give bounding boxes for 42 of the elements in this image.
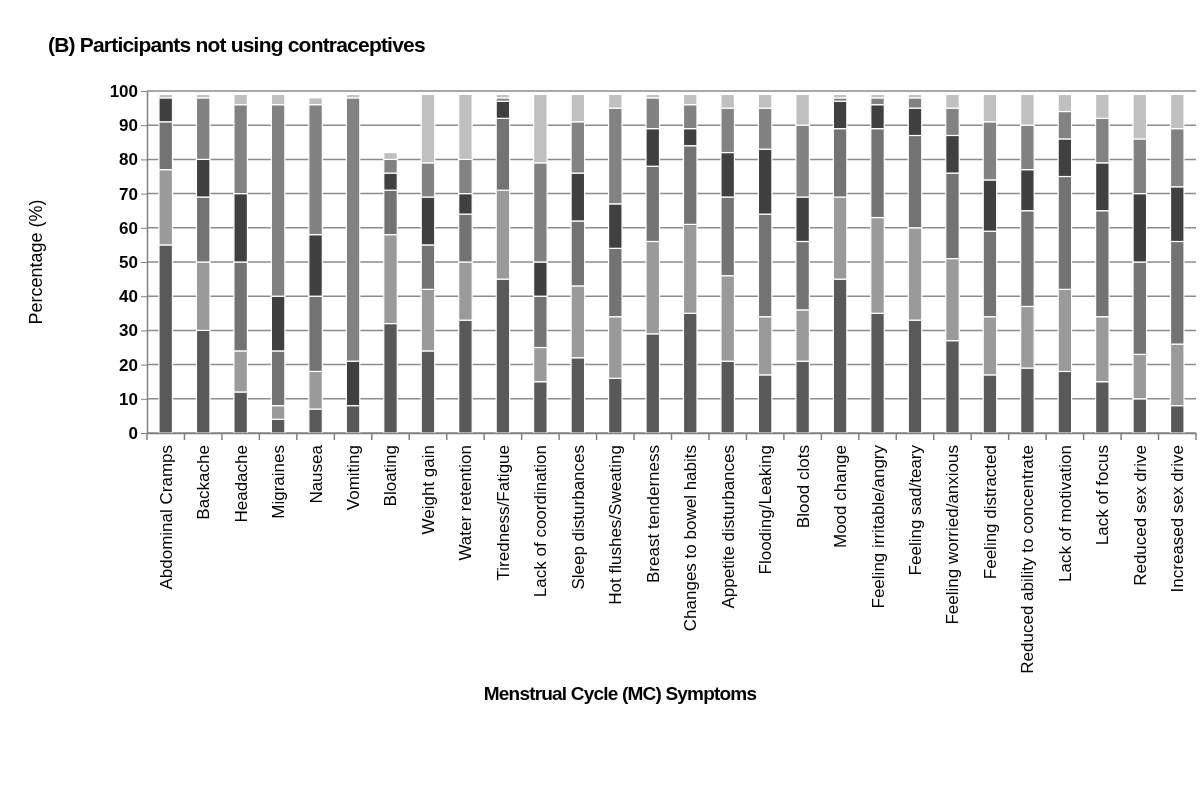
x-tick-label: Appetite disturbances [718,445,738,609]
x-axis-title: Menstrual Cycle (MC) Symptoms [483,682,757,704]
y-tick-label: 60 [119,218,138,238]
x-tick-label: Abdominal Cramps [156,445,176,590]
x-tick-label: Sleep disturbances [568,445,588,590]
x-tick-label: Headache [231,445,251,523]
y-tick-label: 30 [119,321,138,341]
chart-title: (B) Participants not using contraceptives [48,33,425,56]
x-tick-label: Bloating [381,445,401,507]
x-tick-label: Vomiting [344,445,363,511]
y-tick-label: 100 [109,81,138,101]
x-tick-label: Hot flushes/Sweating [606,445,626,605]
x-tick-label: Lack of coordination [531,445,551,598]
x-tick-label: Flooding/Leaking [756,445,776,575]
x-tick-label: Lack of motivation [1055,445,1075,583]
x-tick-label: Weight gain [418,445,438,535]
x-tick-label: Changes to bowel habits [681,445,701,632]
x-tick-label: Tiredness/Fatigue [493,445,513,581]
x-tick-label: Increased sex drive [1168,445,1188,593]
x-tick-label: Mood change [831,445,851,549]
y-tick-label: 70 [119,184,138,204]
y-tick-label: 80 [119,150,138,170]
x-tick-label: Water retention [456,445,476,561]
x-tick-label: Nausea [306,444,326,504]
x-tick-label: Feeling worried/anxious [943,445,963,625]
x-tick-label: Lack of focus [1093,445,1113,546]
x-tick-label: Feeling sad/teary [905,444,925,576]
y-tick-label: 10 [119,389,138,409]
x-tick-label: Reduced sex drive [1130,445,1150,586]
y-tick-label: 0 [128,423,138,443]
x-tick-label: Feeling irritable/angry [868,444,888,609]
y-tick-label: 40 [119,287,138,307]
x-tick-label: Backache [194,445,214,520]
y-tick-label: 50 [119,252,138,272]
y-tick-label: 90 [119,116,138,136]
x-tick-label: Feeling distracted [980,445,1000,580]
x-tick-label: Blood clots [793,445,813,529]
y-axis-title: Percentage (%) [26,199,46,325]
x-tick-label: Breast tenderness [643,445,663,583]
x-tick-label: Reduced ability to concentrate [1018,445,1038,674]
x-tick-label: Migraines [269,445,289,519]
y-tick-label: 20 [119,355,138,375]
